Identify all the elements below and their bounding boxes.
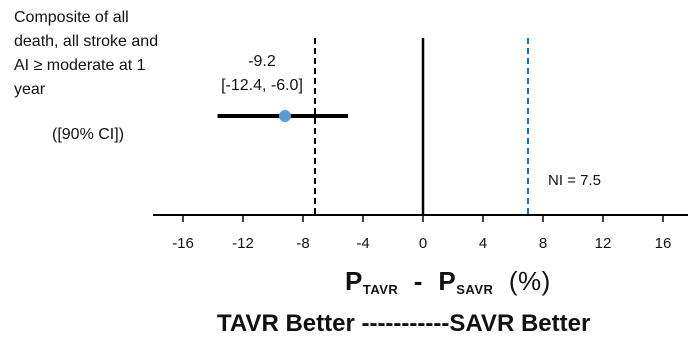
x-tick-label: -12 (232, 235, 254, 252)
x-tick-label: -4 (356, 235, 369, 252)
estimate-value-label: -9.2 (248, 53, 276, 70)
x-tick-label: -16 (172, 235, 194, 252)
noninferiority-label: NI = 7.5 (548, 172, 601, 189)
ci-note: ([90% CI]) (52, 126, 125, 143)
x-title-unit: (%) (508, 266, 551, 296)
x-tick-label: -8 (296, 235, 309, 252)
outcome-label-line: year (14, 81, 46, 98)
x-title-minus: - (413, 266, 423, 296)
outcome-label: Composite of all death, all stroke and A… (14, 6, 214, 102)
x-title-sub-tavr: TAVR (362, 282, 399, 297)
x-title-p-tavr: P (345, 266, 363, 296)
outcome-label-line: death, all stroke and (14, 33, 159, 50)
x-tick-label: 4 (479, 235, 487, 252)
direction-label: TAVR Better -----------SAVR Better (217, 310, 591, 337)
x-tick-label: 8 (539, 235, 547, 252)
x-title-sub-savr: SAVR (456, 282, 494, 297)
x-tick-label: 0 (419, 235, 427, 252)
outcome-label-line: AI ≥ moderate at 1 (14, 57, 146, 74)
x-axis-title: PTAVR - PSAVR (%) (345, 266, 551, 297)
point-estimate-marker (279, 110, 291, 122)
x-tick-label: 12 (595, 235, 612, 252)
x-axis-ticks: -16 -12 -8 -4 0 4 8 12 16 (172, 215, 671, 252)
outcome-label-line: Composite of all (14, 9, 129, 26)
reference-lines (314, 38, 529, 215)
estimate-ci-label: [-12.4, -6.0] (221, 77, 303, 94)
x-tick-label: 16 (655, 235, 672, 252)
estimate-annotation: -9.2 [-12.4, -6.0] (212, 50, 312, 98)
x-title-p-savr: P (438, 266, 457, 296)
